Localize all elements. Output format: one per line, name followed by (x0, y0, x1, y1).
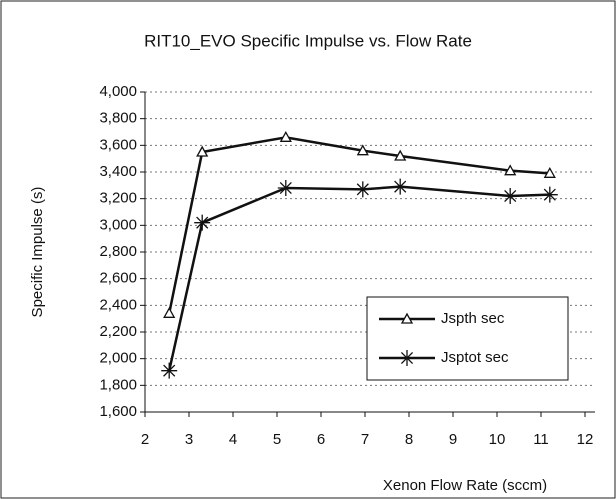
point-marker (543, 166, 556, 178)
point-marker (356, 144, 369, 156)
y-tick-label: 3,800 (99, 110, 137, 127)
y-tick-label: 2,600 (99, 270, 137, 287)
y-tick-label: 3,400 (99, 163, 137, 180)
y-tick-label: 2,800 (99, 243, 137, 260)
legend-marker (399, 350, 415, 366)
point-marker (394, 149, 407, 161)
y-tick-label: 3,200 (99, 190, 137, 207)
point-marker (279, 130, 292, 142)
x-tick-label: 5 (273, 431, 281, 448)
point-marker (196, 145, 209, 157)
y-tick-label: 4,000 (99, 83, 137, 100)
x-axis-label: Xenon Flow Rate (sccm) (383, 477, 547, 494)
y-tick-label: 2,400 (99, 296, 137, 313)
x-tick-label: 9 (449, 431, 457, 448)
point-marker (194, 214, 211, 231)
legend-marker (400, 312, 414, 324)
point-marker (277, 180, 294, 196)
y-tick-label: 3,600 (99, 136, 137, 153)
x-tick-label: 8 (405, 431, 413, 448)
y-tick-label: 2,000 (99, 350, 137, 367)
x-tick-label: 12 (577, 431, 594, 448)
y-tick-label: 2,200 (99, 323, 137, 340)
point-marker (163, 306, 176, 318)
x-tick-label: 4 (229, 431, 237, 448)
point-marker (392, 178, 409, 195)
point-marker (354, 181, 371, 198)
x-tick-label: 11 (533, 431, 549, 448)
x-tick-label: 10 (489, 431, 506, 448)
point-marker (541, 186, 558, 203)
y-tick-label: 3,000 (99, 216, 137, 233)
chart-title: RIT10_EVO Specific Impulse vs. Flow Rate (144, 31, 472, 50)
y-tick-label: 1,800 (99, 376, 137, 393)
legend-label: Jspth sec (441, 310, 505, 327)
x-tick-label: 6 (317, 431, 325, 448)
x-tick-label: 2 (141, 431, 149, 448)
y-axis-label: Specific Impulse (s) (29, 187, 46, 318)
x-tick-label: 3 (185, 431, 193, 448)
point-marker (161, 362, 178, 379)
legend-label: Jsptot sec (441, 349, 509, 366)
point-marker (502, 188, 519, 204)
point-marker (504, 164, 517, 176)
y-tick-label: 1,600 (99, 403, 137, 420)
legend-box (366, 296, 569, 381)
x-tick-label: 7 (361, 431, 369, 448)
